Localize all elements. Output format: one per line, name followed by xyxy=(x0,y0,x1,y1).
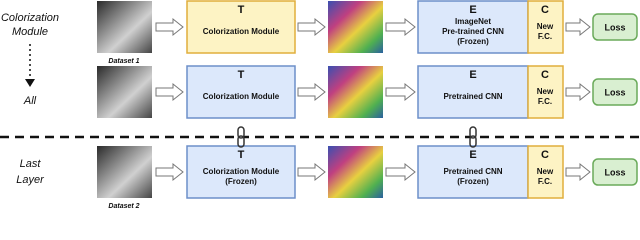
arrow xyxy=(155,82,184,102)
box-label: New xyxy=(537,22,554,31)
chain-link xyxy=(469,126,477,139)
e-box xyxy=(417,145,529,199)
box-label: Pretrained CNN xyxy=(443,92,502,101)
box-label: Colorization Module xyxy=(203,27,280,36)
arrow-head xyxy=(25,79,35,87)
box-label: F.C. xyxy=(538,97,552,106)
box-label: (Frozen) xyxy=(225,177,257,186)
box-label: New xyxy=(537,167,554,176)
box-label: Pretrained CNN xyxy=(443,167,502,176)
box-label: F.C. xyxy=(538,177,552,186)
arrow xyxy=(565,162,591,182)
arrow xyxy=(297,162,326,182)
xray-image xyxy=(97,66,152,118)
loss-label: Loss xyxy=(604,87,625,97)
loss-label: Loss xyxy=(604,167,625,177)
side-label: All xyxy=(23,95,37,107)
arrow xyxy=(155,162,184,182)
chain-link xyxy=(237,126,245,139)
chain-link xyxy=(469,135,477,148)
e-box xyxy=(417,0,529,54)
loss-box xyxy=(592,158,638,186)
box-letter: T xyxy=(238,69,245,81)
arrow xyxy=(565,17,591,37)
arrow xyxy=(297,17,326,37)
box-label: New xyxy=(537,87,554,96)
box-label: F.C. xyxy=(538,32,552,41)
e-box xyxy=(417,65,529,119)
box-letter: C xyxy=(541,149,549,161)
colorized-image xyxy=(328,66,383,118)
arrow xyxy=(385,82,416,102)
loss-box xyxy=(592,78,638,106)
side-label: Layer xyxy=(16,174,45,186)
box-letter: E xyxy=(469,69,476,81)
diagram: Colorization Module All Last Layer Dataset 1 T… xyxy=(0,0,640,210)
box-letter: C xyxy=(541,4,549,16)
c-box xyxy=(527,65,564,119)
box-label: Colorization Module xyxy=(203,167,280,176)
arrow xyxy=(385,17,416,37)
colorized-image xyxy=(328,1,383,53)
dataset-label: Dataset 2 xyxy=(108,203,139,210)
loss-box xyxy=(592,13,638,41)
chain-link xyxy=(237,135,245,148)
c-box xyxy=(527,145,564,199)
page: Colorization Module All Last Layer Dataset 1 T… xyxy=(0,0,640,210)
side-label: Colorization xyxy=(1,12,59,24)
t-box xyxy=(186,145,296,199)
box-label: Colorization Module xyxy=(203,92,280,101)
box-letter: E xyxy=(469,4,476,16)
xray-image xyxy=(97,146,152,198)
arrow xyxy=(297,82,326,102)
box-label: (Frozen) xyxy=(457,177,489,186)
box-letter: E xyxy=(469,149,476,161)
xray-image xyxy=(97,1,152,53)
arrow xyxy=(565,82,591,102)
c-box xyxy=(527,0,564,54)
box-letter: C xyxy=(541,69,549,81)
box-label: ImageNet xyxy=(455,17,491,26)
side-label: Module xyxy=(12,26,48,38)
t-box xyxy=(186,0,296,54)
loss-label: Loss xyxy=(604,22,625,32)
arrow xyxy=(155,17,184,37)
t-box xyxy=(186,65,296,119)
colorized-image xyxy=(328,146,383,198)
box-label: Pre-trained CNN xyxy=(442,27,504,36)
box-letter: T xyxy=(238,4,245,16)
box-label: (Frozen) xyxy=(457,37,489,46)
arrow xyxy=(385,162,416,182)
dataset-label: Dataset 1 xyxy=(108,58,139,65)
side-label: Last xyxy=(20,158,42,170)
box-letter: T xyxy=(238,149,245,161)
